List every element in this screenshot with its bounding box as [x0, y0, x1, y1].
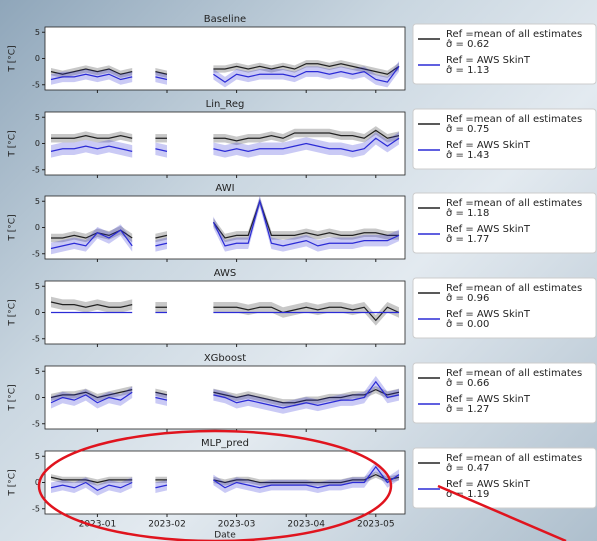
plot-area: [44, 111, 406, 176]
series-line: [50, 465, 400, 492]
legend-label: Ref =mean of all estimates: [446, 198, 582, 209]
uncertainty-band: [51, 69, 133, 85]
y-axis-label: T [°C]: [8, 469, 18, 496]
legend-box: [412, 362, 597, 424]
chart-title: AWS: [214, 268, 237, 279]
legend-box: [412, 108, 597, 170]
highlight-ellipse: [37, 429, 393, 541]
legend-label: Ref =mean of all estimates: [446, 368, 582, 379]
legend-stat: σ̂ = 1.27: [446, 403, 489, 415]
legend-box: [412, 23, 597, 85]
uncertainty-band: [51, 296, 133, 313]
chart-title: AWI: [215, 183, 234, 194]
x-axis-label: Date: [214, 531, 236, 541]
legend-stat: σ̂ = 0.47: [446, 462, 489, 474]
series-line: [51, 129, 400, 142]
y-tick-label: 5: [35, 367, 40, 376]
y-axis-label: T [°C]: [8, 45, 18, 72]
series-line: [50, 198, 400, 250]
uncertainty-band: [213, 375, 399, 414]
legend-stat: σ̂ = 1.19: [446, 488, 489, 500]
plot-area: [44, 195, 406, 260]
y-tick-label: 0: [35, 139, 40, 148]
legend-stat: σ̂ = 1.18: [446, 207, 489, 219]
legend-label: Ref =mean of all estimates: [446, 283, 582, 294]
legend-stat: σ̂ = 0.96: [446, 292, 489, 304]
legend-label: Ref = AWS SkinT: [446, 224, 531, 235]
y-tick-label: -5: [32, 334, 40, 343]
chart-title: Lin_Reg: [206, 99, 245, 110]
legend-label: Ref =mean of all estimates: [446, 29, 582, 40]
plot-area: [44, 26, 406, 91]
series-line: [50, 63, 400, 75]
legend-box: [412, 192, 597, 254]
chart-title: XGboost: [204, 353, 246, 364]
legend-label: Ref = AWS SkinT: [446, 479, 531, 490]
y-tick-label: 0: [35, 308, 40, 317]
y-tick-label: 5: [35, 197, 40, 206]
y-tick-label: -5: [32, 504, 40, 513]
uncertainty-band: [213, 60, 399, 78]
x-tick-label: 2023-03: [218, 520, 256, 530]
y-axis-label: T [°C]: [8, 299, 18, 326]
y-tick-label: 0: [35, 393, 40, 402]
y-tick-label: 5: [35, 113, 40, 122]
y-tick-label: -5: [32, 419, 40, 428]
y-tick-label: 0: [35, 478, 40, 487]
legend-stat: σ̂ = 1.43: [446, 149, 489, 161]
legend-stat: σ̂ = 0.62: [446, 38, 489, 50]
series-line: [50, 137, 400, 152]
y-tick-label: -5: [32, 165, 40, 174]
legend-stat: σ̂ = 0.75: [446, 123, 489, 135]
legend-label: Ref =mean of all estimates: [446, 453, 582, 464]
uncertainty-band: [213, 61, 399, 88]
legend-box: [412, 277, 597, 339]
y-tick-label: 0: [35, 54, 40, 63]
legend-label: Ref =mean of all estimates: [446, 114, 582, 125]
x-tick-label: 2023-01: [79, 520, 117, 530]
y-axis-label: T [°C]: [8, 384, 18, 411]
uncertainty-band: [213, 461, 399, 493]
highlight-arrow: [437, 484, 567, 541]
chart-title: Baseline: [204, 14, 246, 25]
chart-title: MLP_pred: [201, 438, 249, 449]
uncertainty-band: [213, 126, 399, 146]
legend-stat: σ̂ = 0.66: [446, 377, 489, 389]
series-line: [50, 380, 400, 409]
uncertainty-band: [51, 386, 133, 409]
y-tick-label: -5: [32, 249, 40, 258]
y-tick-label: 5: [35, 452, 40, 461]
legend-label: Ref = AWS SkinT: [446, 55, 531, 66]
uncertainty-band: [51, 225, 133, 243]
legend-stat: σ̂ = 1.77: [446, 233, 489, 245]
y-axis-label: T [°C]: [8, 130, 18, 157]
uncertainty-band: [51, 385, 133, 402]
legend-label: Ref = AWS SkinT: [446, 394, 531, 405]
legend-stat: σ̂ = 1.13: [446, 64, 489, 76]
uncertainty-band: [51, 474, 133, 486]
y-tick-label: 5: [35, 28, 40, 37]
y-tick-label: -5: [32, 80, 40, 89]
y-tick-label: 5: [35, 282, 40, 291]
legend-stat: σ̂ = 0.00: [446, 318, 489, 330]
legend-box: [412, 447, 597, 509]
series-line: [50, 301, 400, 322]
x-tick-label: 2023-02: [148, 520, 186, 530]
y-axis-label: T [°C]: [8, 214, 18, 241]
uncertainty-band: [213, 195, 399, 252]
uncertainty-band: [51, 139, 133, 158]
legend-label: Ref = AWS SkinT: [446, 140, 531, 151]
x-tick-label: 2023-05: [357, 520, 395, 530]
x-tick-label: 2023-04: [287, 520, 325, 530]
uncertainty-band: [51, 65, 133, 78]
uncertainty-band: [213, 302, 399, 326]
series-line: [50, 66, 400, 83]
legend-label: Ref = AWS SkinT: [446, 309, 531, 320]
y-tick-label: 0: [35, 223, 40, 232]
